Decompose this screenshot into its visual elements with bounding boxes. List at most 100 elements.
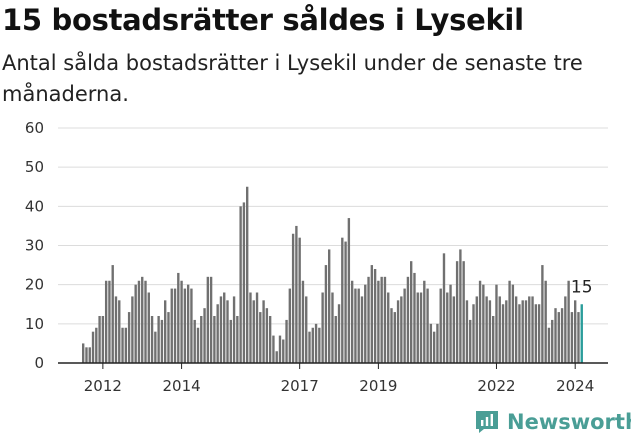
- bar: [226, 300, 229, 363]
- bar: [478, 280, 482, 363]
- bar: [186, 284, 190, 363]
- bar: [380, 276, 383, 363]
- x-tick-label: 2012: [84, 377, 122, 395]
- bar: [518, 304, 521, 363]
- bar: [393, 312, 396, 363]
- brand-name: Newsworthy: [507, 410, 631, 434]
- bar: [134, 284, 137, 363]
- y-tick-label: 30: [25, 237, 44, 255]
- bar: [492, 316, 495, 363]
- bar: [551, 319, 554, 363]
- bar: [416, 292, 419, 363]
- bar: [282, 339, 285, 363]
- x-tick-label: 2014: [162, 377, 200, 395]
- bar: [547, 327, 551, 363]
- bar: [223, 292, 226, 363]
- bar: [328, 249, 331, 363]
- bar: [485, 296, 488, 363]
- page-subtitle: Antal sålda bostadsrätter i Lysekil unde…: [2, 51, 583, 106]
- bar: [259, 312, 262, 363]
- bar: [364, 284, 367, 363]
- bar: [324, 265, 328, 363]
- bar: [121, 327, 124, 363]
- bar: [82, 343, 85, 363]
- bar: [305, 296, 308, 363]
- bar: [511, 284, 515, 363]
- bar: [193, 319, 196, 363]
- bar: [246, 186, 249, 363]
- y-tick-label: 20: [25, 276, 44, 294]
- bar: [521, 300, 524, 363]
- bar: [446, 292, 449, 363]
- y-tick-label: 40: [25, 197, 44, 215]
- bar: [390, 308, 393, 363]
- bar: [577, 312, 580, 363]
- bar: [419, 292, 423, 363]
- bar: [278, 335, 282, 363]
- bar: [255, 292, 259, 363]
- bar: [373, 269, 377, 363]
- x-tick-label: 2022: [477, 377, 515, 395]
- bar: [308, 331, 311, 363]
- bar: [544, 280, 547, 363]
- brand-logo: Newsworthy: [475, 406, 631, 438]
- bar: [298, 237, 301, 363]
- y-tick-label: 10: [25, 315, 44, 333]
- bar: [465, 300, 469, 363]
- bar: [111, 265, 114, 363]
- bar: [272, 335, 275, 363]
- y-tick-label: 50: [25, 158, 44, 176]
- bar: [275, 351, 278, 363]
- bar: [141, 276, 144, 363]
- bar: [387, 292, 390, 363]
- bar: [455, 261, 459, 363]
- bar: [488, 300, 492, 363]
- bar: [154, 331, 157, 363]
- bar: [347, 218, 351, 363]
- bar: [124, 327, 128, 363]
- bar: [331, 292, 334, 363]
- bar: [472, 304, 475, 363]
- bar: [501, 304, 505, 363]
- bar: [206, 276, 210, 363]
- bar: [203, 308, 206, 363]
- bar: [239, 206, 242, 363]
- bar: [354, 288, 357, 363]
- bar: [367, 276, 370, 363]
- bar: [541, 265, 544, 363]
- bar: [216, 304, 219, 363]
- bar: [242, 202, 246, 363]
- bar: [265, 308, 269, 363]
- bar: [495, 284, 498, 363]
- bar: [147, 292, 150, 363]
- bar: [423, 280, 426, 363]
- bar: [432, 331, 436, 363]
- bar: [337, 304, 341, 363]
- bar: [357, 288, 360, 363]
- bar: [534, 304, 538, 363]
- bar: [232, 296, 236, 363]
- bar: [137, 280, 141, 363]
- bar: [321, 292, 324, 363]
- bar: [88, 347, 91, 363]
- bar: [285, 319, 288, 363]
- bar: [291, 233, 295, 363]
- bar: [177, 272, 180, 363]
- bar: [213, 316, 216, 363]
- bar: [200, 316, 203, 363]
- bar: [101, 316, 105, 363]
- bar: [180, 280, 183, 363]
- page-title: 15 bostadsrätter såldes i Lysekil: [2, 3, 524, 37]
- bar: [173, 288, 177, 363]
- bar: [219, 296, 223, 363]
- y-tick-label: 0: [34, 354, 44, 372]
- bar: [370, 265, 374, 363]
- bar: [396, 300, 400, 363]
- bar: [295, 225, 298, 363]
- y-tick-label: 60: [25, 119, 44, 137]
- x-tick-label: 2024: [556, 377, 594, 395]
- bar: [560, 308, 564, 363]
- bar: [452, 296, 456, 363]
- bar: [537, 304, 541, 363]
- bar: [475, 296, 478, 363]
